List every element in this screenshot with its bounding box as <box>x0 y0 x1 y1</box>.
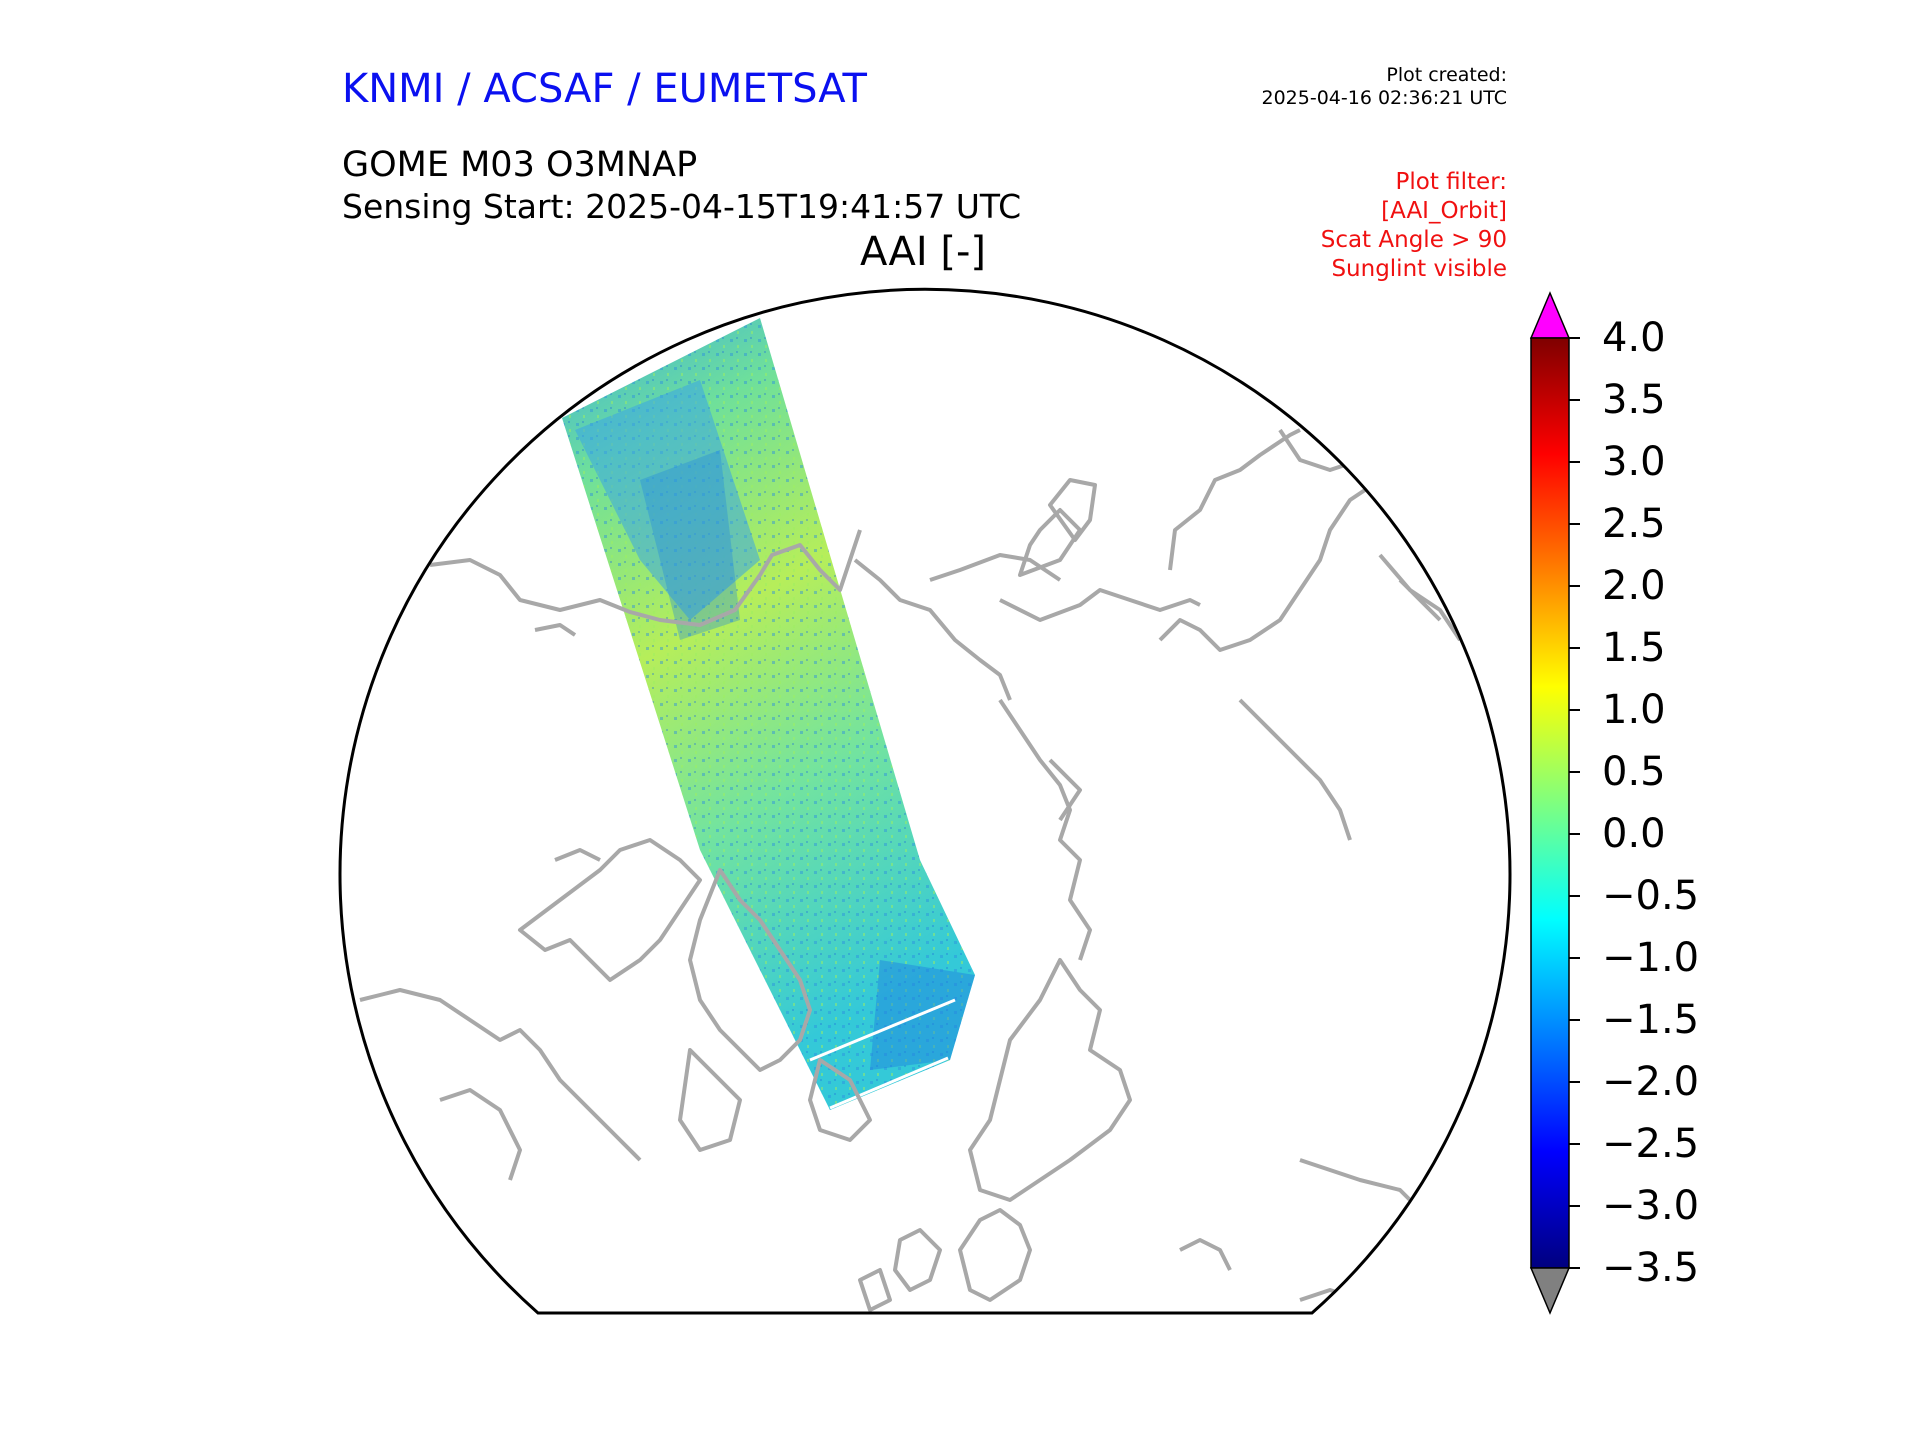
colorbar <box>1529 291 1580 1315</box>
colorbar-tick-label: 2.5 <box>1602 501 1666 547</box>
coastlines <box>359 428 1462 1312</box>
plot-filter: Plot filter: [AAI_Orbit] Scat Angle > 90… <box>1321 168 1507 284</box>
sensing-start: Sensing Start: 2025-04-15T19:41:57 UTC <box>342 187 1022 226</box>
colorbar-tick-label: −2.0 <box>1602 1059 1700 1105</box>
plot-filter-line: Sunglint visible <box>1331 256 1507 282</box>
colorbar-tick-label: −0.5 <box>1602 873 1700 919</box>
colorbar-tickmarks <box>1569 337 1580 1269</box>
colorbar-gradient <box>1530 337 1570 1269</box>
colorbar-over-arrow <box>1529 291 1571 339</box>
plot-filter-line: Scat Angle > 90 <box>1320 227 1507 253</box>
globe-outline <box>338 287 1512 1315</box>
colorbar-tick-label: −1.5 <box>1602 997 1700 1043</box>
product-title: GOME M03 O3MNAP <box>342 145 698 185</box>
plot-created: Plot created: 2025-04-16 02:36:21 UTC <box>1262 64 1508 110</box>
colorbar-tick-label: 4.0 <box>1602 315 1666 361</box>
colorbar-tick-label: 1.5 <box>1602 625 1666 671</box>
colorbar-tick-label: −1.0 <box>1602 935 1700 981</box>
organisation-title: KNMI / ACSAF / EUMETSAT <box>342 66 867 112</box>
colorbar-tick-label: 0.5 <box>1602 749 1666 795</box>
plot-created-value: 2025-04-16 02:36:21 UTC <box>1261 87 1508 109</box>
colorbar-tick-label: 3.0 <box>1602 439 1666 485</box>
colorbar-tick-label: 2.0 <box>1602 563 1666 609</box>
aai-swath <box>562 318 975 1110</box>
colorbar-tick-label: 0.0 <box>1602 811 1666 857</box>
plot-created-label: Plot created: <box>1386 64 1507 86</box>
plot-filter-label: Plot filter: <box>1395 169 1507 195</box>
plot-filter-line: [AAI_Orbit] <box>1381 198 1507 224</box>
colorbar-tick-label: 3.5 <box>1602 377 1666 423</box>
colorbar-tick-label: −3.0 <box>1602 1183 1700 1229</box>
colorbar-tick-label: 1.0 <box>1602 687 1666 733</box>
colorbar-tick-label: −3.5 <box>1602 1245 1700 1291</box>
colorbar-tick-label: −2.5 <box>1602 1121 1700 1167</box>
map-variable-title: AAI [-] <box>860 229 986 275</box>
colorbar-under-arrow <box>1529 1267 1571 1315</box>
